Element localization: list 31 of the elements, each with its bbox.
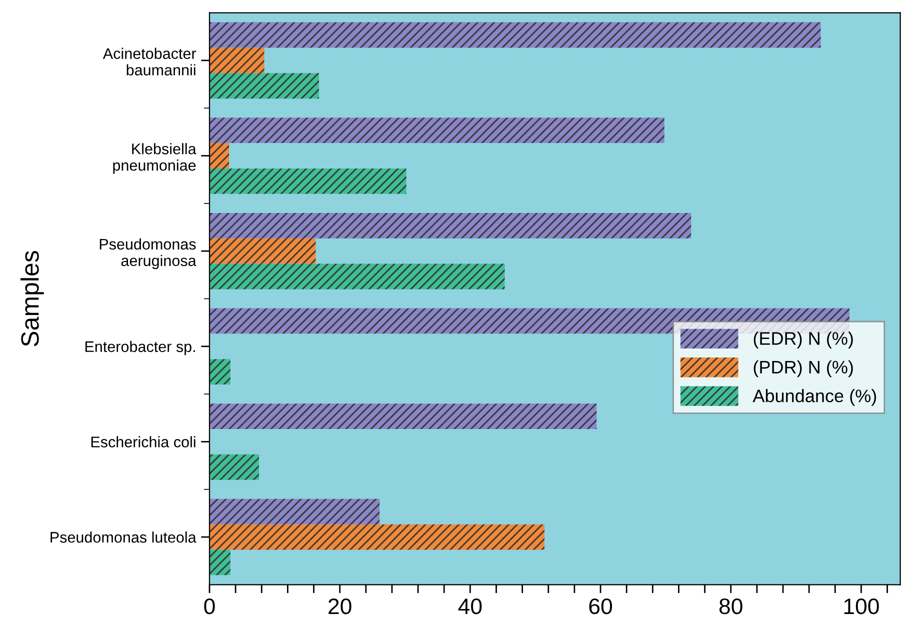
bar bbox=[209, 454, 260, 480]
x-tick-label: 20 bbox=[328, 598, 352, 614]
bar bbox=[209, 73, 319, 99]
bar bbox=[209, 48, 264, 74]
x-tick-label: 0 bbox=[204, 598, 215, 614]
legend-label: Abundance (%) bbox=[752, 389, 876, 406]
legend-label: (EDR) N (%) bbox=[754, 332, 853, 348]
bar bbox=[209, 404, 597, 429]
bar bbox=[209, 238, 316, 264]
bar bbox=[209, 264, 505, 290]
bar bbox=[209, 22, 821, 48]
bar bbox=[209, 212, 692, 238]
y-tick-label: Acinetobacter baumannii bbox=[102, 48, 196, 76]
bar bbox=[209, 498, 380, 524]
x-tick-label: 100 bbox=[844, 598, 879, 614]
y-tick-label: Escherichia coli bbox=[91, 436, 196, 448]
y-tick-label: Pseudomonas aeruginosa bbox=[100, 238, 196, 270]
bar bbox=[209, 550, 230, 576]
x-tick-label: 80 bbox=[719, 598, 742, 614]
y-tick-label: Enterobacter sp. bbox=[85, 340, 195, 356]
bar bbox=[209, 143, 230, 168]
bar bbox=[209, 118, 664, 144]
y-tick-label: Pseudomonas luteola bbox=[50, 531, 196, 543]
bar bbox=[209, 359, 230, 385]
legend-label: (PDR) N (%) bbox=[754, 360, 853, 378]
x-tick-label: 40 bbox=[458, 598, 482, 614]
y-axis-title: Samples bbox=[20, 251, 44, 346]
bar bbox=[209, 524, 544, 550]
x-tick-label: 60 bbox=[589, 598, 612, 614]
bar bbox=[209, 168, 406, 194]
y-tick-label: Klebsiella pneumoniae bbox=[113, 143, 196, 174]
